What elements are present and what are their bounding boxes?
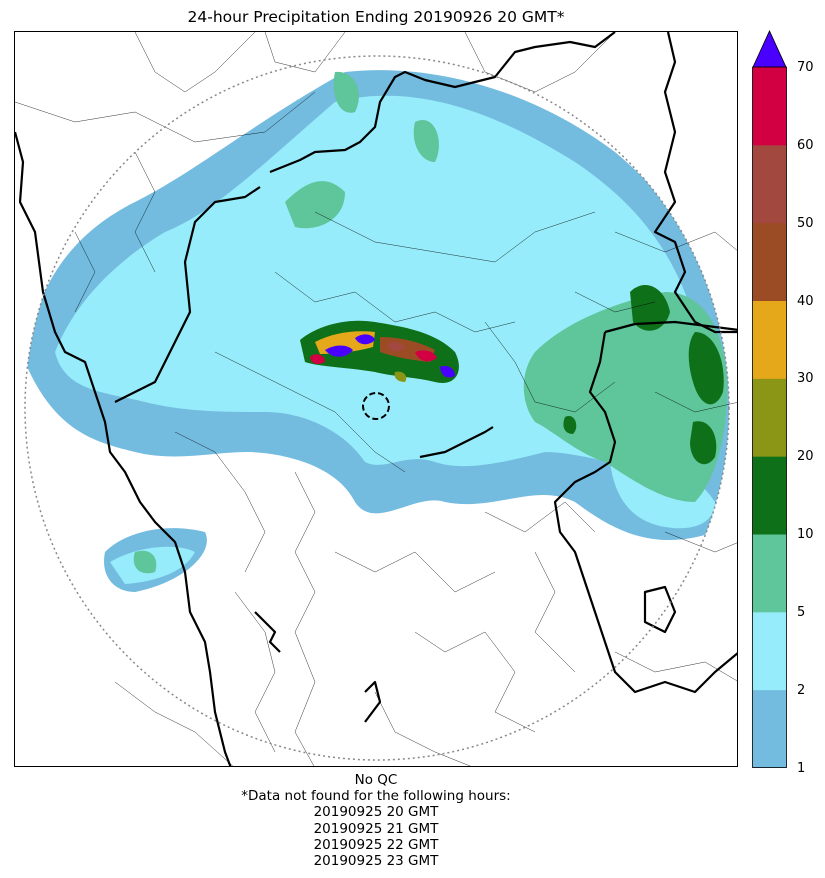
radar-map[interactable] [14, 31, 738, 767]
colorbar-segments [752, 67, 787, 768]
colorbar-segment [752, 456, 787, 535]
colorbar-tick-label: 5 [797, 604, 806, 620]
colorbar-tick-label: 50 [797, 215, 814, 231]
map-title: 24-hour Precipitation Ending 20190926 20… [187, 8, 565, 26]
colorbar-tick-label: 20 [797, 449, 814, 465]
radar-range-ring [24, 55, 730, 761]
footer-notes: No QC *Data not found for the following … [14, 772, 738, 869]
colorbar-tick-label: 10 [797, 527, 814, 542]
colorbar-segment [752, 534, 787, 613]
missing-hour: 20190925 22 GMT [313, 836, 439, 853]
colorbar-tick-label: 1 [797, 760, 806, 776]
colorbar [752, 30, 787, 768]
radar-map-canvas [15, 32, 737, 766]
colorbar-segment [752, 378, 787, 457]
colorbar-tick-label: 2 [797, 682, 806, 698]
colorbar-segment [752, 67, 787, 146]
precipitation-layer [25, 70, 729, 592]
qc-status: No QC [354, 772, 398, 788]
colorbar-tick-label: 30 [797, 371, 814, 387]
colorbar-segment [752, 222, 787, 301]
missing-data-heading: *Data not found for the following hours: [241, 788, 511, 805]
colorbar-segment [752, 611, 787, 691]
state-borders [15, 32, 737, 766]
colorbar-tick-label: 40 [797, 293, 814, 309]
colorbar-segment [752, 300, 787, 379]
missing-hour: 20190925 21 GMT [313, 820, 439, 837]
colorbar-tick-label: 70 [797, 60, 814, 75]
missing-hour: 20190925 20 GMT [313, 804, 439, 821]
missing-hour: 20190925 23 GMT [313, 853, 439, 870]
colorbar-segment [752, 144, 787, 224]
district-boundaries [15, 32, 737, 766]
colorbar-extend-arrow [752, 30, 787, 68]
colorbar-tick-label: 60 [797, 137, 814, 153]
heavy-rain-band [300, 320, 459, 383]
colorbar-segment [752, 689, 787, 768]
radar-site-marker[interactable] [362, 392, 390, 420]
